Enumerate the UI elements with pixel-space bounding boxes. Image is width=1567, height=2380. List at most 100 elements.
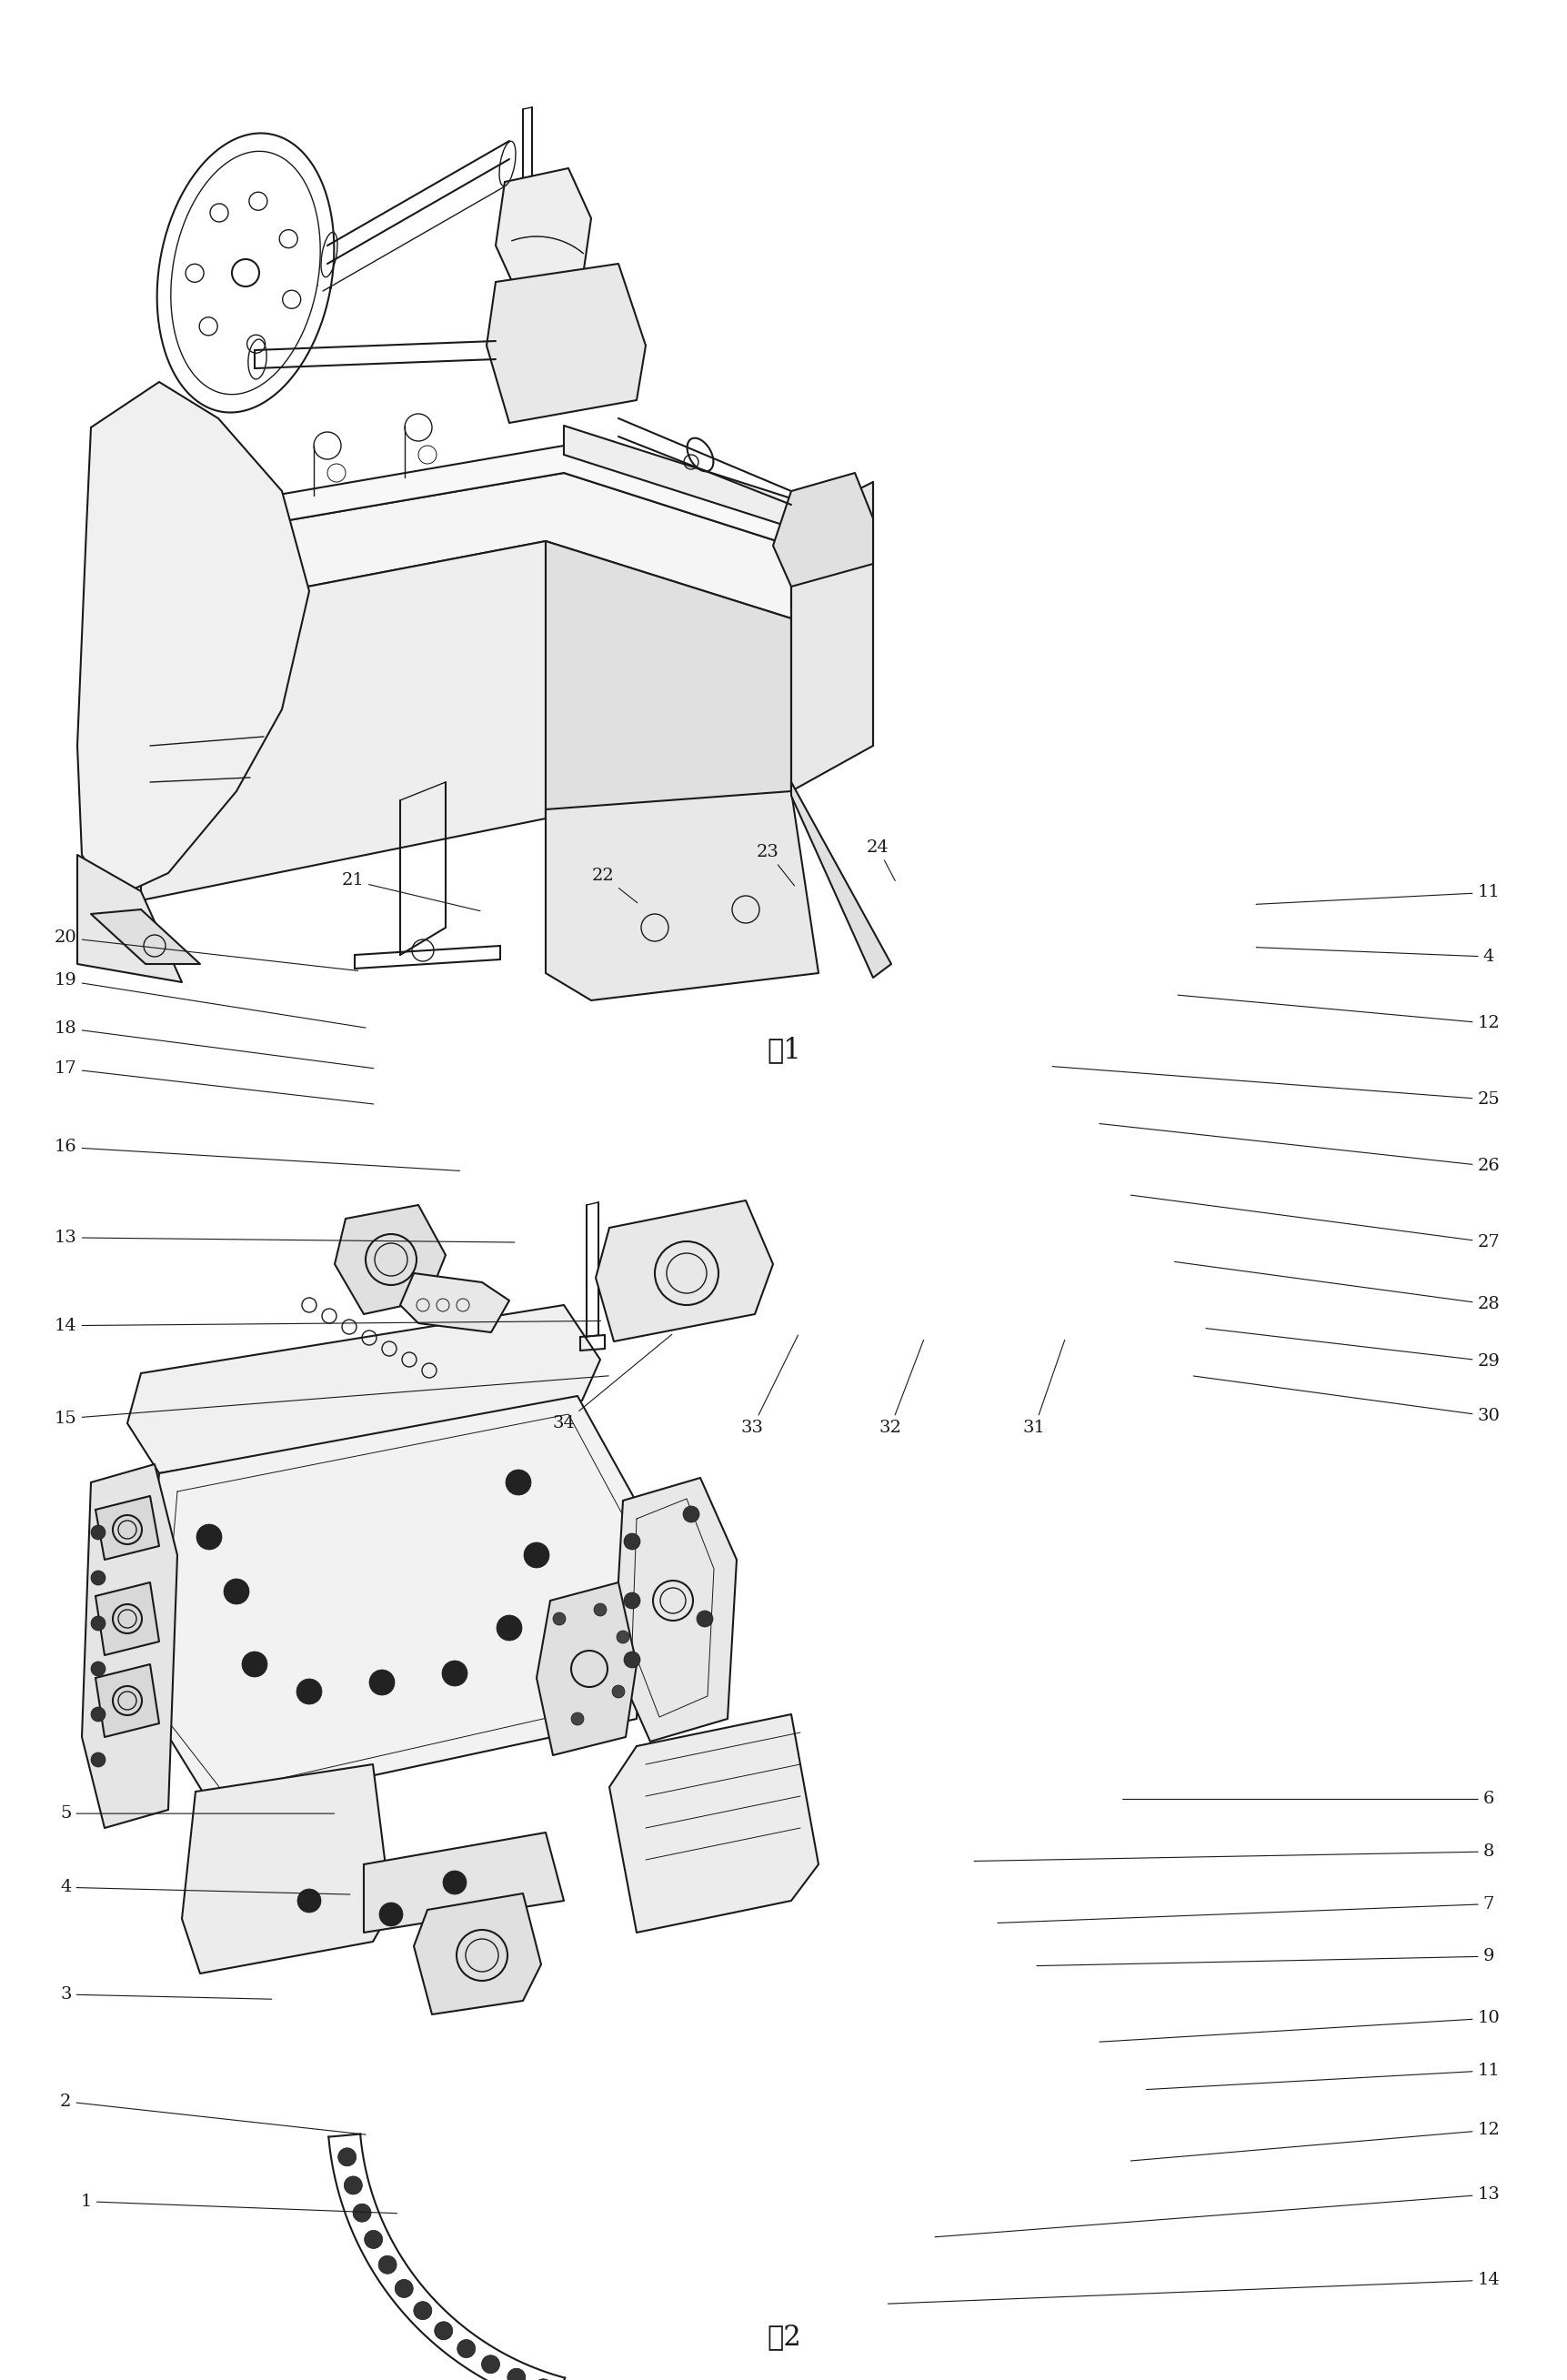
Polygon shape: [77, 381, 309, 900]
Text: 2: 2: [60, 2094, 365, 2135]
Circle shape: [697, 1611, 713, 1628]
Circle shape: [613, 1685, 625, 1697]
Circle shape: [414, 2301, 432, 2321]
Text: 4: 4: [60, 1880, 349, 1894]
Circle shape: [553, 1611, 566, 1626]
Circle shape: [458, 2340, 475, 2359]
Polygon shape: [182, 1764, 392, 1973]
Text: 17: 17: [55, 1061, 373, 1104]
Polygon shape: [414, 1894, 541, 2013]
Circle shape: [616, 1630, 630, 1642]
Circle shape: [345, 2175, 362, 2194]
Polygon shape: [141, 540, 545, 900]
Polygon shape: [791, 783, 892, 978]
Circle shape: [91, 1752, 105, 1766]
Text: 4: 4: [1257, 947, 1495, 964]
Text: 25: 25: [1053, 1066, 1500, 1107]
Polygon shape: [364, 1833, 564, 1933]
Text: 13: 13: [935, 2187, 1500, 2237]
Circle shape: [395, 2280, 414, 2297]
Text: 16: 16: [55, 1140, 459, 1171]
Text: 28: 28: [1175, 1261, 1500, 1311]
Text: 9: 9: [1037, 1949, 1495, 1966]
Circle shape: [506, 1471, 531, 1495]
Circle shape: [594, 1604, 606, 1616]
Polygon shape: [96, 1497, 160, 1559]
Polygon shape: [400, 1273, 509, 1333]
Circle shape: [379, 1902, 403, 1925]
Circle shape: [624, 1592, 641, 1609]
Polygon shape: [127, 1304, 600, 1473]
Text: 1: 1: [80, 2194, 396, 2213]
Polygon shape: [81, 1464, 177, 1828]
Polygon shape: [487, 264, 646, 424]
Polygon shape: [141, 1397, 646, 1809]
Text: 26: 26: [1100, 1123, 1500, 1173]
Text: 12: 12: [1131, 2123, 1500, 2161]
Text: 24: 24: [867, 840, 895, 881]
Polygon shape: [545, 540, 791, 819]
Text: 22: 22: [592, 869, 638, 902]
Text: 6: 6: [1124, 1792, 1495, 1806]
Text: 29: 29: [1207, 1328, 1500, 1368]
Circle shape: [443, 1871, 467, 1894]
Text: 32: 32: [879, 1340, 923, 1435]
Circle shape: [624, 1533, 641, 1549]
Circle shape: [523, 1542, 550, 1568]
Text: 8: 8: [975, 1844, 1495, 1861]
Text: 图1: 图1: [766, 1035, 801, 1064]
Circle shape: [570, 1714, 584, 1726]
Text: 11: 11: [1147, 2063, 1500, 2090]
Polygon shape: [614, 1478, 736, 1742]
Text: 11: 11: [1257, 885, 1500, 904]
Circle shape: [365, 2230, 382, 2249]
Text: 图2: 图2: [766, 2323, 801, 2351]
Text: 3: 3: [60, 1987, 271, 2002]
Circle shape: [241, 1652, 268, 1678]
Circle shape: [298, 1890, 321, 1914]
Text: 12: 12: [1178, 995, 1500, 1031]
Circle shape: [370, 1671, 395, 1695]
Circle shape: [442, 1661, 467, 1685]
Circle shape: [353, 2204, 371, 2223]
Polygon shape: [595, 1200, 773, 1342]
Circle shape: [481, 2356, 500, 2373]
Text: 34: 34: [553, 1335, 672, 1430]
Polygon shape: [610, 1714, 818, 1933]
Polygon shape: [495, 169, 591, 295]
Polygon shape: [335, 1204, 445, 1314]
Text: 30: 30: [1194, 1376, 1500, 1423]
Polygon shape: [77, 854, 182, 983]
Text: 7: 7: [998, 1897, 1495, 1923]
Circle shape: [91, 1706, 105, 1721]
Polygon shape: [91, 909, 201, 964]
Polygon shape: [536, 1583, 636, 1754]
Text: 5: 5: [60, 1806, 334, 1821]
Polygon shape: [96, 1583, 160, 1654]
Circle shape: [624, 1652, 641, 1668]
Circle shape: [497, 1616, 522, 1640]
Text: 19: 19: [55, 973, 365, 1028]
Text: 21: 21: [342, 873, 480, 912]
Circle shape: [91, 1616, 105, 1630]
Text: 31: 31: [1023, 1340, 1064, 1435]
Circle shape: [91, 1526, 105, 1540]
Circle shape: [338, 2147, 356, 2166]
Circle shape: [379, 2256, 396, 2273]
Text: 18: 18: [55, 1021, 373, 1069]
Polygon shape: [564, 426, 837, 528]
Circle shape: [224, 1578, 249, 1604]
Circle shape: [683, 1507, 699, 1523]
Circle shape: [91, 1661, 105, 1676]
Text: 14: 14: [888, 2273, 1500, 2304]
Text: 33: 33: [741, 1335, 798, 1435]
Polygon shape: [773, 474, 873, 585]
Text: 23: 23: [757, 845, 794, 885]
Text: 15: 15: [55, 1376, 608, 1426]
Polygon shape: [96, 1664, 160, 1737]
Text: 20: 20: [55, 931, 357, 971]
Text: 13: 13: [55, 1230, 514, 1245]
Circle shape: [296, 1678, 321, 1704]
Text: 27: 27: [1131, 1195, 1500, 1250]
Polygon shape: [545, 790, 818, 1000]
